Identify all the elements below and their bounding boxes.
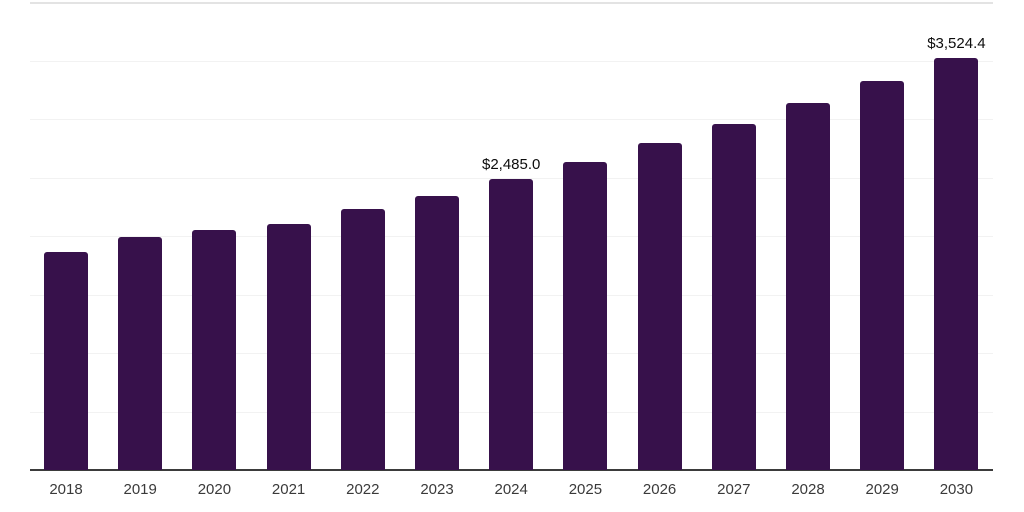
bar-2029[interactable] [860, 80, 905, 470]
bar-2027[interactable] [711, 123, 756, 470]
x-tick-label-2024: 2024 [494, 481, 528, 498]
x-tick-label-2028: 2028 [791, 481, 825, 498]
x-tick-label-2025: 2025 [568, 481, 603, 498]
x-tick-label-2021: 2021 [271, 481, 306, 498]
bar-2018[interactable] [44, 252, 88, 470]
bar-2023[interactable] [415, 196, 459, 470]
gridline [30, 60, 993, 62]
x-tick-label-2019: 2019 [123, 481, 157, 498]
bar-2025[interactable] [563, 161, 608, 470]
x-tick-label-2022: 2022 [346, 481, 380, 498]
gridline [30, 2, 993, 4]
bar-2030[interactable] [934, 57, 979, 470]
x-tick-label-2029: 2029 [865, 481, 899, 498]
x-tick-label-2030: 2030 [939, 481, 974, 498]
bar-value-label-2024: $2,485.0 [481, 156, 541, 174]
gridline [30, 119, 993, 120]
x-tick-label-2020: 2020 [197, 481, 232, 498]
bar-2021[interactable] [266, 224, 311, 470]
x-tick-label-2026: 2026 [642, 481, 677, 498]
gridline [30, 177, 993, 179]
x-tick-label-2023: 2023 [420, 481, 454, 498]
bar-2020[interactable] [192, 230, 237, 470]
plot-area: $2,485.0 $3,524.4 [30, 2, 993, 471]
bar-2022[interactable] [340, 209, 385, 470]
x-tick-label-2018: 2018 [49, 481, 83, 498]
bar-2019[interactable] [118, 237, 163, 470]
x-axis-line [30, 469, 993, 471]
x-tick-label-2027: 2027 [717, 481, 751, 498]
bar-2026[interactable] [637, 143, 682, 470]
bar-2028[interactable] [786, 102, 830, 470]
bar-value-label-2030: $3,524.4 [927, 34, 986, 52]
bar-2024[interactable] [489, 179, 534, 470]
